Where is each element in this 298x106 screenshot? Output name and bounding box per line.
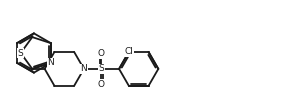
Text: Cl: Cl (125, 47, 133, 56)
Text: O: O (98, 80, 105, 89)
Text: S: S (18, 49, 24, 57)
Text: N: N (48, 58, 54, 67)
Text: S: S (99, 64, 104, 73)
Text: N: N (80, 64, 87, 73)
Text: O: O (98, 49, 105, 58)
